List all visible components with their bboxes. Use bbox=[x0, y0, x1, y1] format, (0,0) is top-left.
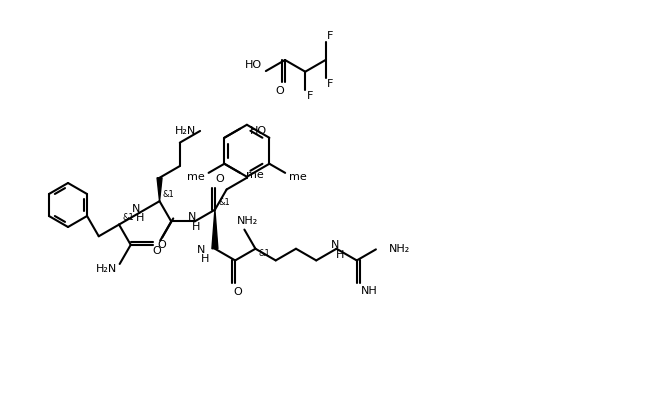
Text: O: O bbox=[234, 287, 243, 297]
Text: HO: HO bbox=[250, 126, 268, 136]
Text: &1: &1 bbox=[163, 190, 174, 199]
Text: HO: HO bbox=[245, 60, 262, 70]
Text: H: H bbox=[136, 213, 145, 223]
Text: H₂N: H₂N bbox=[175, 126, 196, 136]
Text: F: F bbox=[307, 91, 313, 101]
Text: N: N bbox=[331, 240, 340, 250]
Text: me: me bbox=[246, 170, 264, 180]
Text: O: O bbox=[153, 246, 161, 256]
Polygon shape bbox=[212, 210, 218, 249]
Text: O: O bbox=[275, 86, 284, 96]
Text: O: O bbox=[215, 174, 225, 183]
Text: H: H bbox=[337, 250, 344, 260]
Text: me: me bbox=[289, 172, 307, 182]
Text: NH₂: NH₂ bbox=[389, 244, 410, 254]
Text: &1: &1 bbox=[122, 213, 134, 222]
Text: me: me bbox=[187, 172, 204, 182]
Text: NH₂: NH₂ bbox=[237, 216, 258, 226]
Text: N: N bbox=[187, 213, 196, 222]
Text: F: F bbox=[327, 79, 334, 89]
Text: &1: &1 bbox=[218, 198, 230, 207]
Text: N: N bbox=[197, 245, 205, 255]
Text: H₂N: H₂N bbox=[96, 264, 117, 274]
Text: O: O bbox=[158, 240, 166, 250]
Polygon shape bbox=[157, 178, 162, 201]
Text: &1: &1 bbox=[258, 249, 270, 258]
Text: H: H bbox=[201, 254, 209, 264]
Text: N: N bbox=[132, 204, 141, 214]
Text: NH: NH bbox=[361, 285, 378, 296]
Text: H: H bbox=[191, 222, 200, 232]
Text: F: F bbox=[327, 31, 334, 41]
